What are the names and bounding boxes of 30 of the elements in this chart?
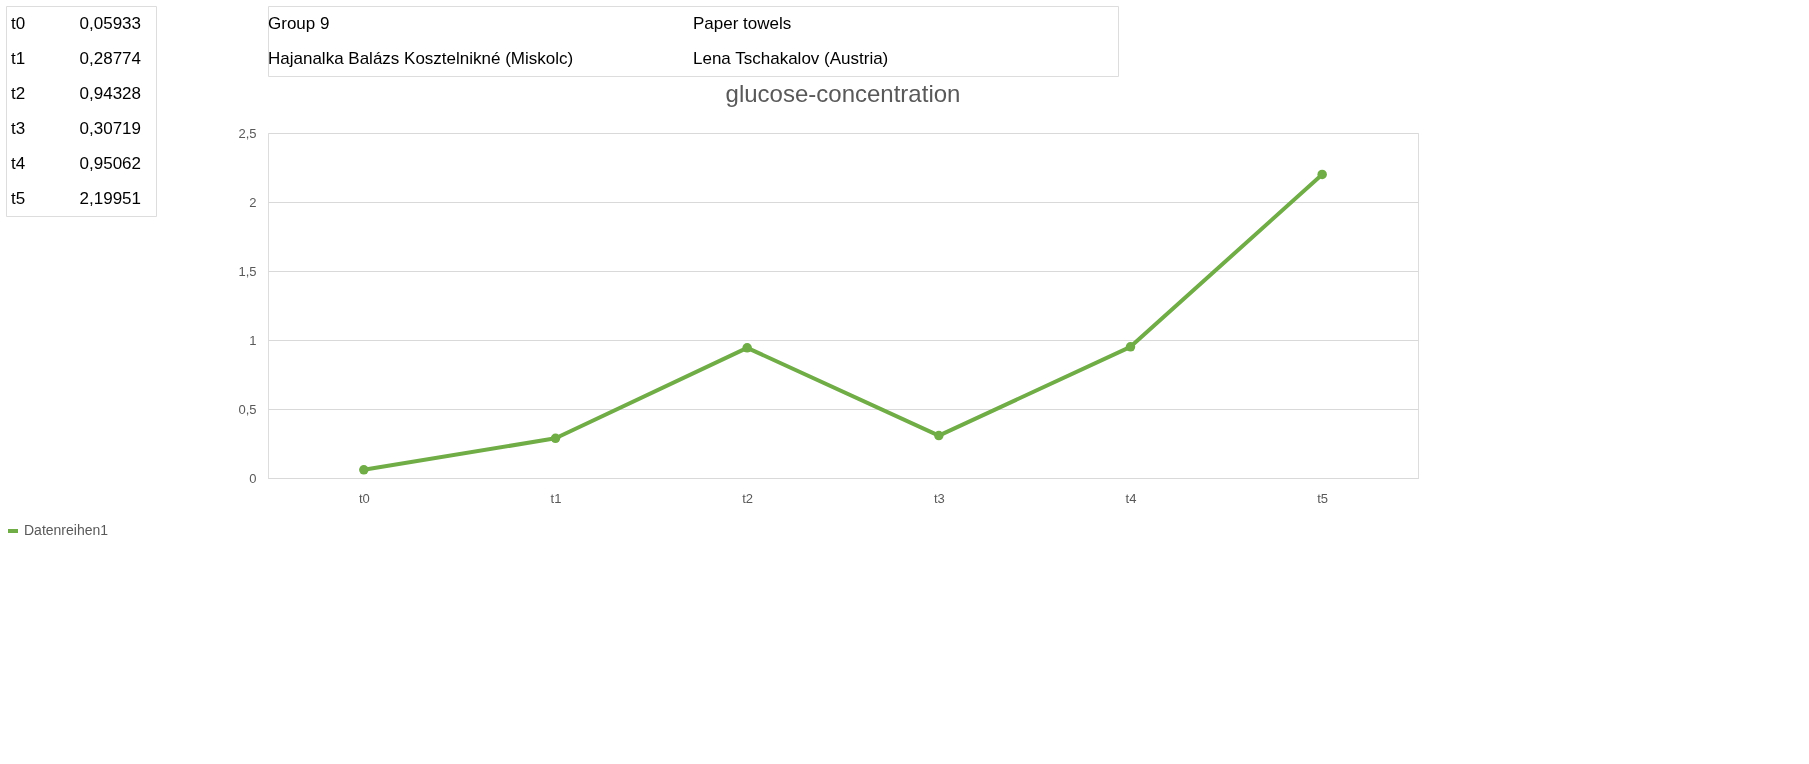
y-tick-label: 1 <box>249 332 257 348</box>
y-tick-label: 0 <box>249 470 257 486</box>
category-label: t2 <box>11 83 26 103</box>
text: 2,19951 <box>79 188 141 208</box>
y-tick-label: 0,5 <box>238 401 257 417</box>
y-tick-label: 2,5 <box>238 125 257 141</box>
category-label: t5 <box>11 188 26 208</box>
x-tick-label: t0 <box>358 490 370 506</box>
chart-title: glucose-concentration <box>725 80 961 107</box>
category-label: t0 <box>11 13 26 33</box>
text: 0,05933 <box>79 13 141 33</box>
text: Lena Tschakalov (Austria) <box>693 48 889 68</box>
text: Paper towels <box>693 13 792 33</box>
y-tick-label: 2 <box>249 194 257 210</box>
category-label: t3 <box>11 118 26 138</box>
text: Hajanalka Balázs Kosztelnikné (Miskolc) <box>268 48 574 68</box>
text: 0,30719 <box>79 118 141 138</box>
text: 0,28774 <box>79 48 141 68</box>
text: 0,94328 <box>79 83 141 103</box>
x-tick-label: t4 <box>1125 490 1137 506</box>
y-tick-label: 1,5 <box>238 263 257 279</box>
legend-label: Datenreihen1 <box>24 522 109 538</box>
x-tick-label: t2 <box>742 490 754 506</box>
x-tick-label: t5 <box>1317 490 1329 506</box>
category-label: t4 <box>11 153 26 173</box>
category-label: t1 <box>11 48 26 68</box>
text: 0,95062 <box>79 153 141 173</box>
x-tick-label: t1 <box>550 490 562 506</box>
text: Group 9 <box>268 13 330 33</box>
x-tick-label: t3 <box>933 490 945 506</box>
